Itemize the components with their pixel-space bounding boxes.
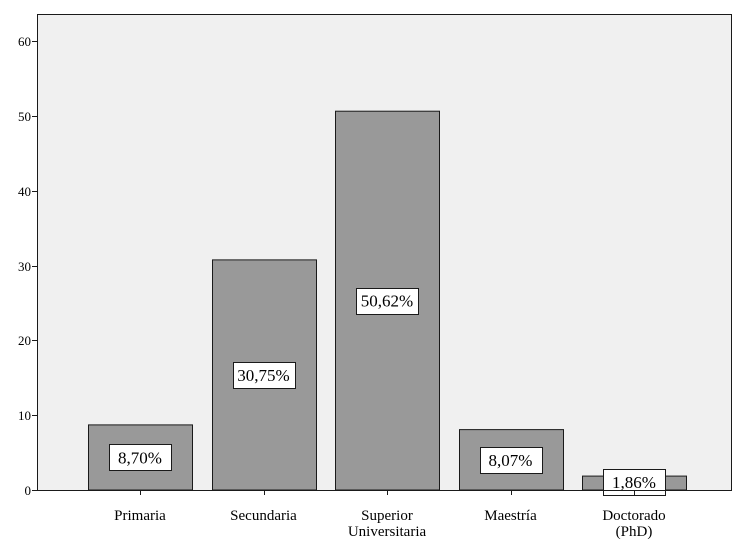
x-tick-label-line: Universitaria bbox=[348, 524, 427, 540]
x-tick-label-line: Doctorado bbox=[602, 508, 665, 524]
data-label-box bbox=[356, 288, 419, 315]
data-label-box bbox=[109, 444, 172, 471]
x-tick-label: Maestría bbox=[484, 508, 537, 524]
x-tick-label-line: Primaria bbox=[114, 508, 166, 524]
data-label: 30,75% bbox=[237, 366, 289, 385]
data-label: 50,62% bbox=[361, 292, 413, 311]
x-tick-label-line: (PhD) bbox=[616, 524, 653, 540]
data-label: 8,07% bbox=[489, 451, 533, 470]
y-tick-label: 30 bbox=[18, 259, 31, 274]
x-tick-label-line: Superior bbox=[361, 508, 413, 524]
x-tick-label: Superior Universitaria bbox=[348, 508, 427, 540]
y-tick-label: 50 bbox=[18, 109, 31, 124]
y-axis: 0 10 20 30 40 50 60 bbox=[18, 34, 37, 498]
x-tick-label: Doctorado (PhD) bbox=[602, 508, 665, 540]
y-tick-label: 10 bbox=[18, 408, 31, 423]
data-label-box bbox=[233, 362, 296, 389]
data-label-box bbox=[480, 447, 543, 474]
bars: 8,70% 30,75% 50,62% 8,07% 1,86% bbox=[88, 110, 687, 496]
x-tick-label: Primaria bbox=[114, 508, 166, 524]
x-axis: Primaria Secundaria Superior Universitaria M… bbox=[114, 490, 666, 540]
data-label: 1,86% bbox=[612, 473, 656, 492]
y-tick-label: 20 bbox=[18, 333, 31, 348]
y-tick-label: 60 bbox=[18, 34, 31, 49]
y-tick-label: 0 bbox=[25, 483, 32, 498]
x-tick-label-line: Maestría bbox=[484, 508, 537, 524]
y-tick-label: 40 bbox=[18, 184, 31, 199]
x-tick-label: Secundaria bbox=[230, 508, 297, 524]
x-tick-label-line: Secundaria bbox=[230, 508, 297, 524]
data-label: 8,70% bbox=[118, 448, 162, 467]
